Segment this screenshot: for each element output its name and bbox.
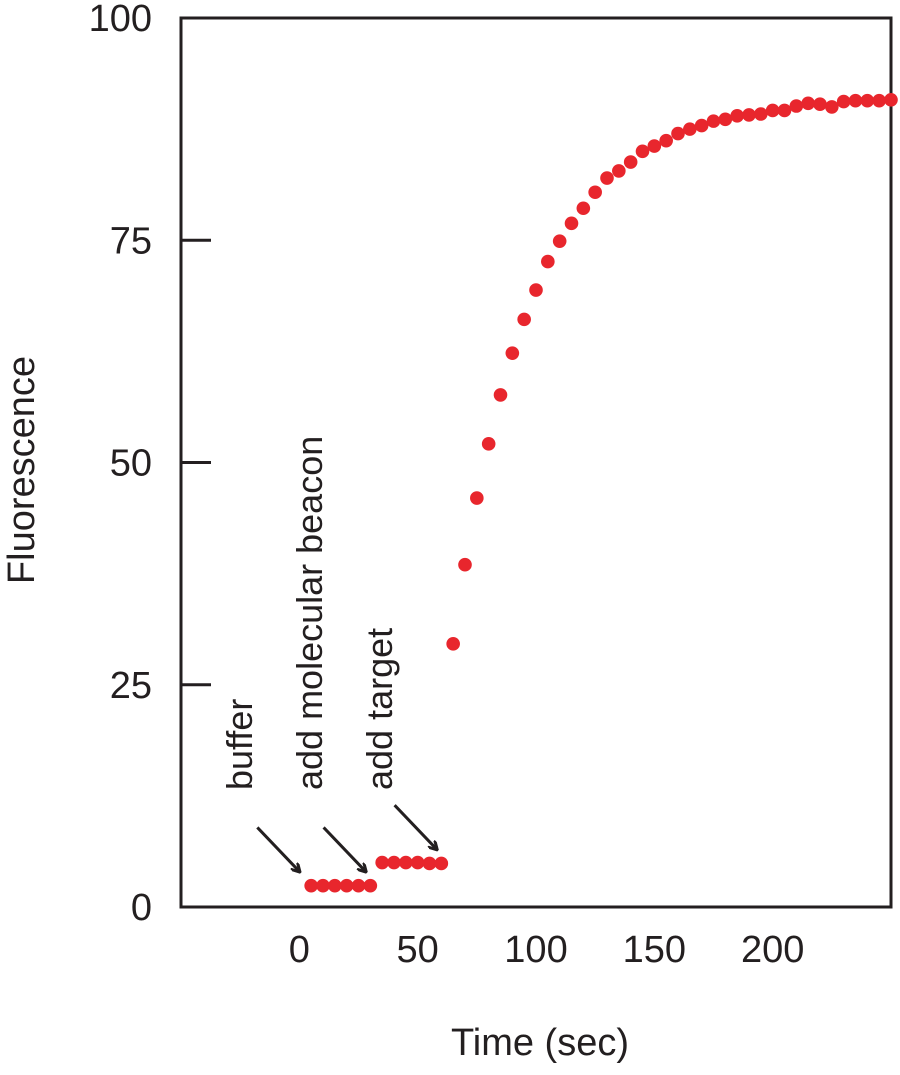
- data-point: [399, 855, 413, 870]
- y-tick-label: 25: [110, 665, 152, 707]
- y-tick-label: 0: [131, 887, 152, 929]
- data-point: [836, 94, 851, 109]
- data-point: [529, 283, 543, 297]
- data-point: [765, 103, 780, 118]
- x-tick-label: 100: [504, 929, 567, 971]
- y-tick-label: 50: [110, 443, 152, 485]
- y-axis-label: Fluorescence: [1, 356, 43, 584]
- data-point: [387, 855, 401, 870]
- x-tick-label: 0: [289, 929, 310, 971]
- data-point: [375, 855, 389, 870]
- data-point: [552, 234, 567, 248]
- data-point: [848, 93, 863, 108]
- data-point: [505, 346, 520, 360]
- annotation-label: add molecular beacon: [289, 436, 330, 790]
- annotation-arrow: [393, 804, 437, 849]
- data-point: [789, 99, 804, 113]
- data-point: [600, 171, 614, 185]
- y-tick-label: 100: [89, 0, 152, 40]
- data-point: [742, 108, 756, 122]
- data-point: [564, 216, 579, 231]
- data-point: [860, 93, 875, 108]
- data-point: [470, 491, 484, 505]
- annotations: buffer add molecular beacon add target: [219, 436, 437, 872]
- data-point: [754, 107, 768, 121]
- y-tick-label: 75: [110, 220, 152, 262]
- data-point: [801, 96, 815, 111]
- annotation-arrow: [322, 826, 366, 871]
- data-point: [813, 97, 827, 112]
- data-point: [576, 201, 591, 216]
- data-point: [493, 388, 508, 402]
- data-point: [730, 108, 744, 123]
- data-point: [635, 144, 650, 159]
- data-point: [683, 122, 697, 136]
- plot-frame: [179, 16, 893, 909]
- data-point: [718, 112, 733, 127]
- data-point: [777, 103, 792, 118]
- x-axis-ticks: 0 50 100 150 200: [289, 929, 805, 971]
- y-axis-ticks: 0 25 50 75 100: [89, 0, 211, 929]
- data-point: [825, 100, 839, 114]
- data-point: [588, 185, 602, 200]
- data-point: [363, 878, 378, 893]
- data-point: [316, 878, 330, 893]
- data-point: [612, 164, 626, 178]
- data-point: [884, 92, 898, 107]
- x-tick-label: 150: [623, 929, 686, 971]
- data-point: [351, 878, 366, 893]
- annotation-label: add target: [359, 628, 400, 790]
- data-point: [694, 118, 709, 133]
- data-point: [706, 114, 721, 128]
- x-tick-label: 200: [741, 929, 804, 971]
- data-point: [659, 133, 673, 148]
- data-point: [647, 139, 662, 153]
- data-point: [458, 557, 472, 572]
- data-point: [671, 126, 685, 141]
- data-point: [422, 856, 437, 871]
- data-point: [481, 437, 496, 451]
- data-point: [304, 878, 318, 893]
- data-point: [339, 878, 354, 893]
- data-point: [434, 856, 449, 871]
- data-point: [541, 254, 555, 269]
- data-point: [517, 312, 531, 327]
- annotation-arrow: [256, 826, 299, 871]
- data-point: [623, 155, 638, 169]
- data-point: [328, 878, 342, 893]
- annotation-label: buffer: [219, 699, 260, 790]
- data-point: [446, 637, 460, 651]
- x-axis-label: Time (sec): [451, 1022, 629, 1064]
- x-tick-label: 50: [397, 929, 439, 971]
- data-points: [304, 92, 898, 893]
- data-point: [410, 855, 425, 870]
- data-point: [872, 93, 886, 108]
